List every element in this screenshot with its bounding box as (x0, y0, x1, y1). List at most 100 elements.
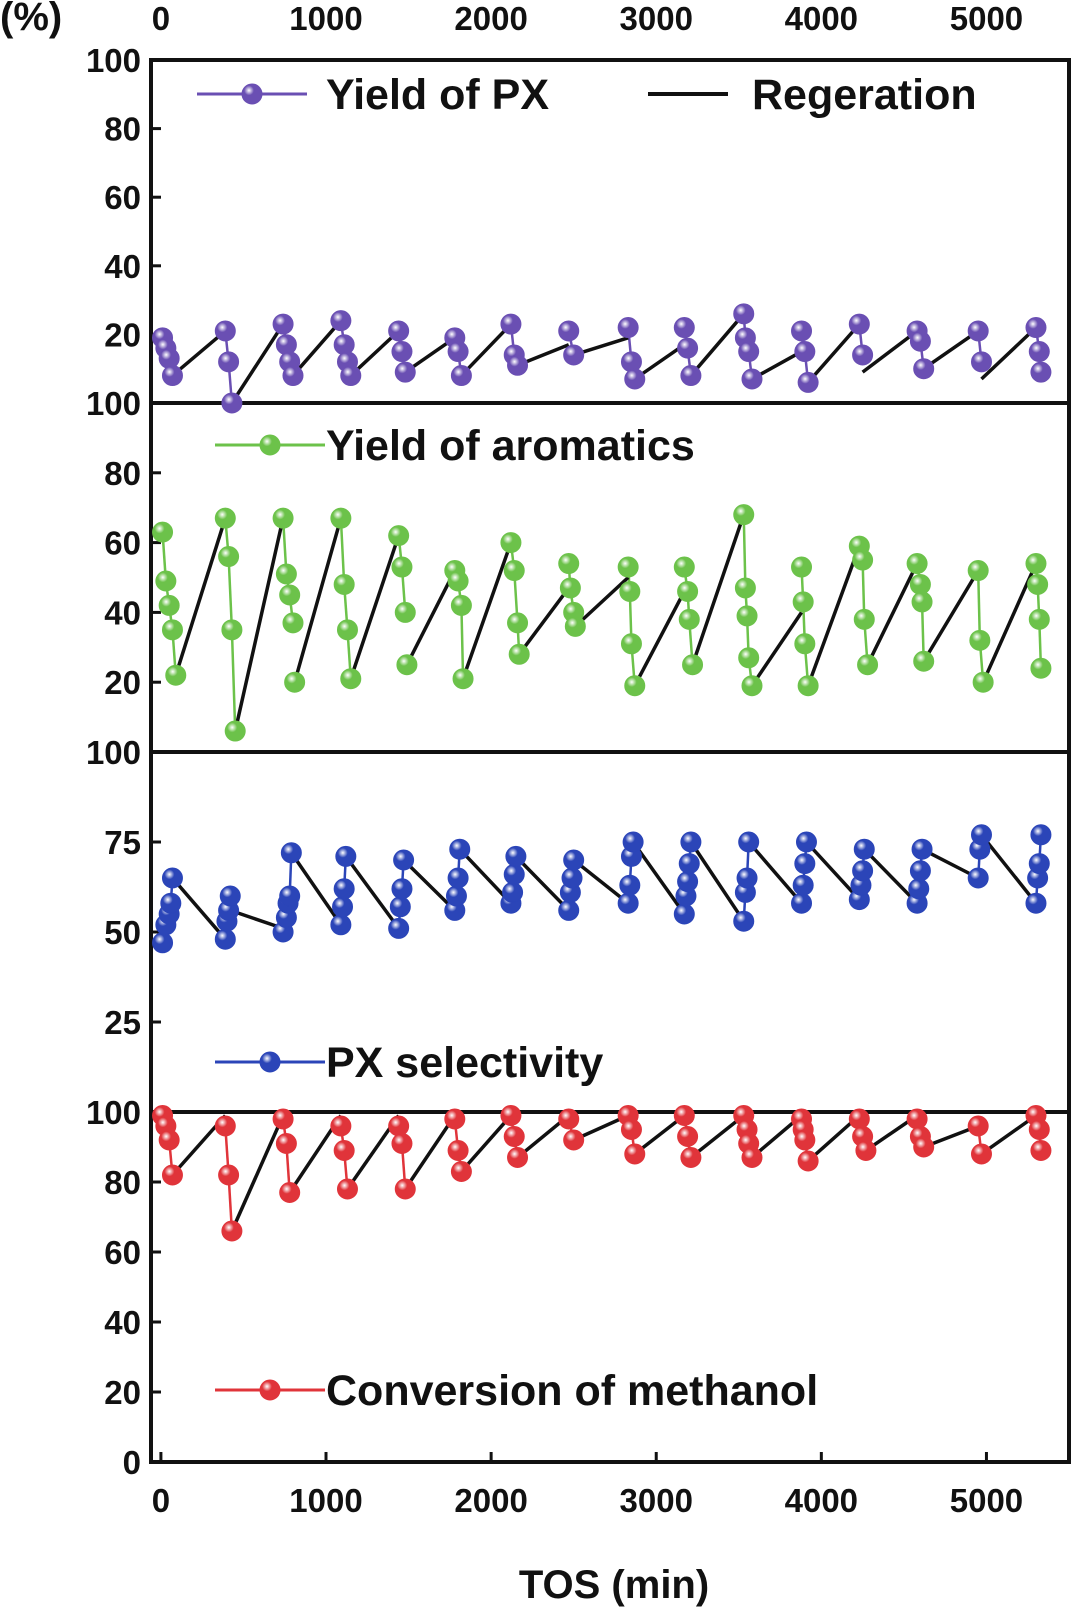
x-tick-label-top: 4000 (785, 0, 858, 37)
data-point (449, 838, 471, 860)
data-point (853, 608, 875, 630)
x-tick-label-bottom: 1000 (289, 1482, 362, 1519)
panel-frame (149, 1110, 1071, 1464)
data-point (389, 896, 411, 918)
data-point (388, 1115, 410, 1137)
data-point (797, 371, 819, 393)
data-point (913, 1136, 935, 1158)
data-point (680, 831, 702, 853)
data-point (678, 608, 700, 630)
data-point (673, 317, 695, 339)
data-point (1030, 361, 1052, 383)
regeneration-segment (922, 569, 980, 663)
data-point (447, 1140, 469, 1161)
data-point (282, 365, 304, 387)
data-point (336, 619, 358, 641)
data-point (218, 351, 240, 373)
data-point (275, 334, 297, 356)
x-tick-label-top: 2000 (454, 0, 527, 37)
data-point (791, 556, 813, 578)
y-tick-label: 75 (104, 824, 141, 861)
x-tick-label-bottom: 0 (152, 1482, 170, 1519)
data-point (445, 885, 467, 907)
data-point (447, 570, 469, 592)
data-point (340, 668, 362, 690)
data-point (624, 675, 646, 697)
data-point (332, 896, 354, 918)
data-point (913, 650, 935, 672)
regeneration-segment (922, 329, 980, 371)
data-point (967, 1115, 989, 1137)
data-point (791, 320, 813, 342)
regeneration-segment (572, 858, 630, 905)
data-point (279, 885, 301, 907)
y-tick-label: 80 (104, 455, 141, 492)
y-tick-label: 0 (123, 1444, 141, 1481)
data-point (794, 853, 816, 875)
regeneration-segment (233, 517, 285, 732)
legend-marker (259, 1051, 281, 1073)
data-point (967, 320, 989, 342)
data-point (738, 341, 760, 363)
x-tick-label-top: 1000 (289, 0, 362, 37)
data-point (508, 643, 530, 665)
regeneration-segment (806, 545, 861, 687)
data-point (563, 344, 585, 366)
regeneration-segment (980, 833, 1038, 905)
data-point (736, 867, 758, 889)
y-tick-label: 40 (104, 1304, 141, 1341)
series-connector (742, 514, 747, 588)
regeneration-segment (633, 590, 686, 687)
data-point (619, 580, 641, 602)
data-point (500, 1105, 522, 1126)
y-tick-label: 60 (104, 1234, 141, 1271)
data-point (275, 1133, 297, 1154)
data-point (393, 849, 415, 871)
data-point (677, 337, 699, 359)
data-point (507, 354, 529, 376)
data-point (214, 928, 236, 950)
data-point (447, 341, 469, 363)
y-tick-label: 80 (104, 1164, 141, 1201)
data-point (680, 1147, 702, 1168)
y-unit-label: (%) (0, 0, 62, 39)
data-point (791, 892, 813, 914)
data-point (388, 525, 410, 547)
y-tick-label: 40 (104, 248, 141, 285)
data-point (564, 615, 586, 637)
data-point (279, 1182, 301, 1203)
regeneration-segment (403, 1114, 457, 1190)
data-point (906, 1108, 928, 1130)
y-tick-label: 20 (104, 664, 141, 701)
x-tick-label-bottom: 4000 (785, 1482, 858, 1519)
data-point (1030, 1140, 1052, 1161)
regeneration-segment (171, 329, 227, 377)
data-point (855, 1140, 877, 1161)
data-point (736, 605, 758, 627)
data-point (673, 556, 695, 578)
data-point (677, 580, 699, 602)
data-point (738, 831, 760, 853)
data-point (558, 553, 580, 575)
data-point (218, 546, 240, 568)
data-point (333, 573, 355, 595)
panel-frames (149, 58, 1071, 1464)
regeneration-segment (174, 517, 227, 676)
data-point (558, 899, 580, 921)
regeneration-segment (747, 840, 803, 905)
data-point (792, 591, 814, 613)
data-point (155, 570, 177, 592)
data-point (852, 549, 874, 571)
data-point (970, 351, 992, 373)
data-point (391, 341, 413, 363)
x-tick-label-top: 5000 (950, 0, 1023, 37)
data-point (969, 629, 991, 651)
data-point (673, 903, 695, 925)
data-point (620, 1119, 642, 1140)
data-point (330, 507, 352, 529)
data-point (282, 612, 304, 634)
regeneration-segment (863, 847, 919, 905)
legend-marker (241, 83, 263, 105)
regeneration-segment (805, 840, 861, 901)
data-point (158, 594, 180, 616)
